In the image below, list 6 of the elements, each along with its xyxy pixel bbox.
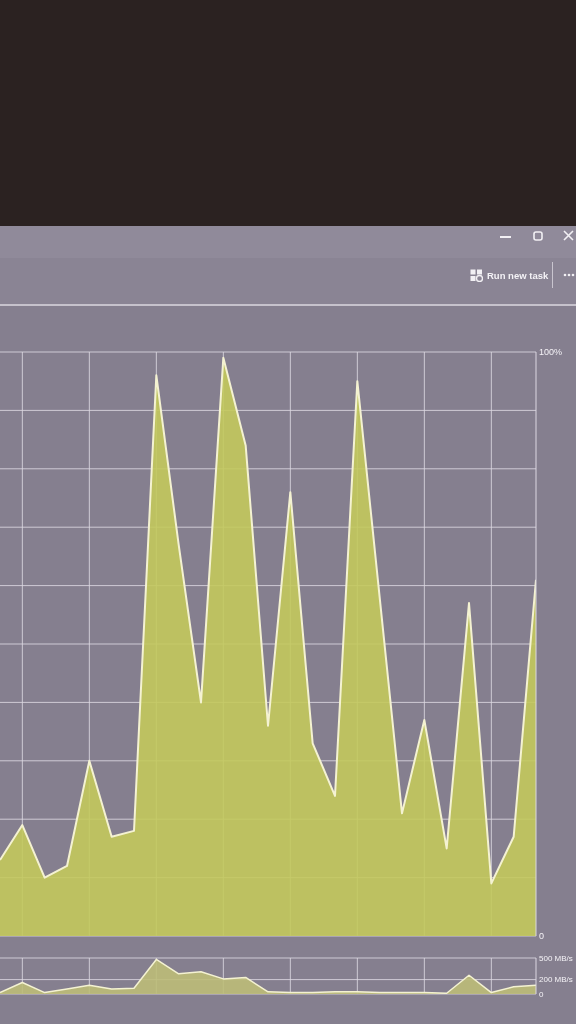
text: Run new task — [487, 269, 549, 281]
y-tick-label: 0 — [539, 931, 545, 942]
y-tick-label: 0 — [539, 989, 544, 999]
y-tick-label: 100% — [539, 347, 563, 358]
y-tick-label: 500 MB/s — [539, 953, 573, 963]
y-tick-label: 200 MB/s — [539, 975, 573, 985]
